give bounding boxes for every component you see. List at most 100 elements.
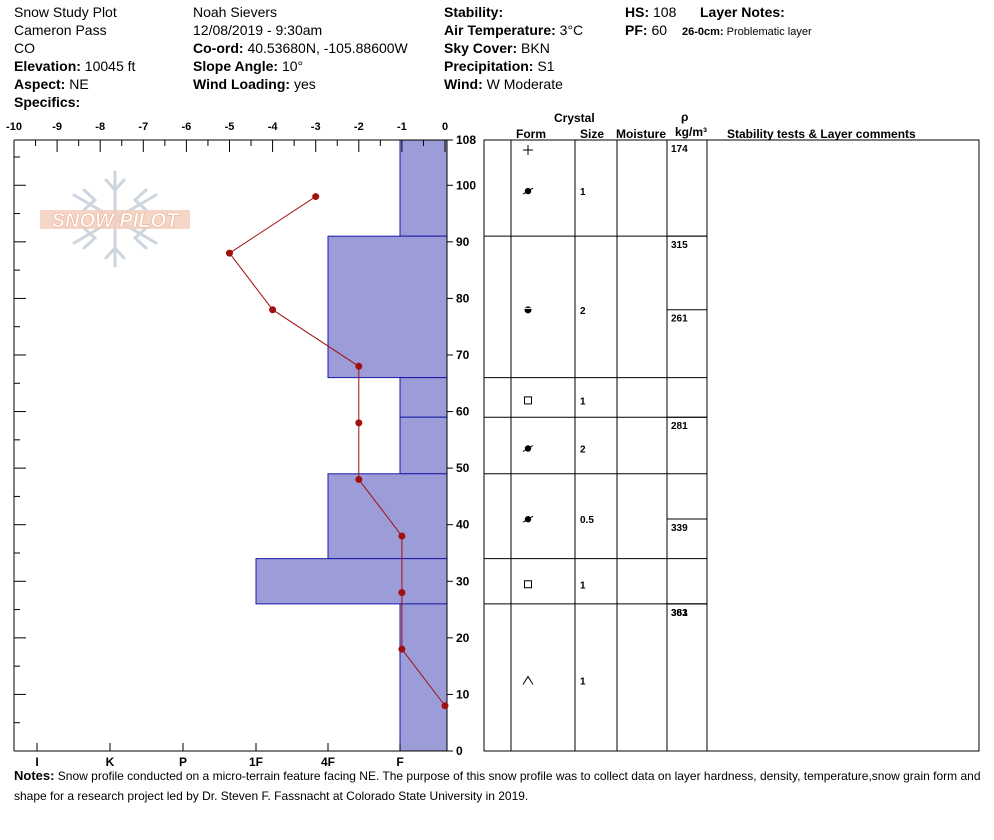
temperature-point [355,475,363,483]
grain-size-label: 1 [580,187,586,198]
wind-loading-value: yes [293,76,316,92]
temp-tick-label: -10 [6,121,22,133]
snow-pilot-watermark: SNOW PILOT [40,170,190,268]
crystal-header: Crystal [554,111,595,125]
precip-label: Precipitation: [444,58,534,74]
wind-loading-row: Wind Loading: yes [193,76,316,92]
wind-row: Wind: W Moderate [444,76,563,92]
layer-note-text: Problematic layer [726,26,812,38]
layer-note-depth: 26-0cm: [682,26,724,38]
hardness-layer-bar [327,473,448,560]
comments-header: Stability tests & Layer comments [727,127,916,141]
hardness-tick-label: 4F [321,755,335,769]
height-tick-label: 60 [456,405,470,419]
precip-value: S1 [537,58,555,74]
temperature-point [312,193,320,201]
hs-value: 108 [653,4,677,20]
temperature-point [398,532,406,540]
height-tick-label: 40 [456,518,470,532]
notes-label: Notes: [14,768,55,783]
wind-label: Wind: [444,76,483,92]
pf-value: 60 [651,22,668,38]
temp-tick-label: -9 [52,121,62,133]
grain-size-label: 1 [580,580,586,591]
size-header: Size [580,127,605,141]
temperature-point [398,645,406,653]
hardness-tick-label: K [106,755,115,769]
hardness-tick-label: I [35,755,38,769]
wind-loading-label: Wind Loading: [193,76,291,92]
temp-tick-label: -8 [95,121,105,133]
elevation-row: Elevation: 10045 ft [14,58,135,74]
faceted-rounded-icon [522,445,534,452]
datetime: 12/08/2019 - 9:30am [193,22,323,38]
wind-value: W Moderate [486,76,563,92]
density-unit-header: kg/m³ [675,125,708,139]
form-header: Form [516,127,546,141]
pf-row: PF: 60 [625,22,667,38]
watermark-text: SNOW PILOT [52,210,180,232]
sky-label: Sky Cover: [444,40,518,56]
hardness-layer-bar [399,416,448,475]
temp-tick-label: 0 [442,121,448,133]
sky-row: Sky Cover: BKN [444,40,550,56]
temp-tick-label: -7 [138,121,148,133]
aspect-value: NE [69,76,89,92]
watermark-band [40,210,190,229]
height-tick-label: 80 [456,291,470,305]
density-value: 261 [671,314,688,325]
layer-table-frame [483,139,980,752]
aspect-label: Aspect: [14,76,66,92]
density-value: 315 [671,240,688,251]
layer-notes-label: Layer Notes: [700,4,785,20]
moisture-header: Moisture [616,127,667,141]
temperature-line [228,196,446,707]
sky-value: BKN [521,40,550,56]
temp-tick-label: -4 [268,121,279,133]
elevation-value: 10045 ft [84,58,136,74]
height-tick-label: 30 [456,574,470,588]
faceted-icon [524,396,532,405]
height-tick-label: 100 [456,178,476,192]
hardness-tick-label: P [179,755,187,769]
density-value: 281 [671,421,688,432]
air-temp-label: Air Temperature: [444,22,556,38]
faceted-rounded-icon [522,515,534,523]
coord-label: Co-ord: [193,40,244,56]
hardness-tick-label: F [396,755,403,769]
notes-text: Snow profile conducted on a micro-terrai… [14,769,981,803]
density-value: 383 [671,608,688,619]
faceted-rounded-icon [522,187,534,195]
layer-note-row: 26-0cm: Problematic layer [682,24,812,40]
hardness-layer-bar [399,377,448,418]
air-temp-row: Air Temperature: 3°C [444,22,583,38]
notes: Notes: Snow profile conducted on a micro… [14,766,986,806]
depth-hoar-icon [522,675,534,685]
temp-tick-label: -1 [397,121,407,133]
temp-tick-label: -6 [182,121,192,133]
height-tick-label: 90 [456,235,470,249]
grain-size-label: 2 [580,306,586,317]
hardness-layer-bar [255,558,448,605]
height-tick-label: 50 [456,461,470,475]
state: CO [14,40,35,56]
temperature-point [269,306,277,314]
temperature-point [441,702,449,710]
aspect-row: Aspect: NE [14,76,89,92]
height-tick-label: 70 [456,348,470,362]
location: Cameron Pass [14,22,107,38]
hardness-layer-bar [327,235,448,379]
specifics-label: Specifics: [14,94,81,110]
precip-row: Precipitation: S1 [444,58,554,74]
hs-label: HS: [625,4,650,20]
height-tick-label: 10 [456,687,470,701]
temperature-point [226,249,233,257]
slope-value: 10° [281,58,304,74]
temp-tick-label: -2 [354,121,364,133]
slope-label: Slope Angle: [193,58,279,74]
grain-size-label: 1 [580,676,586,687]
temp-tick-label: -3 [311,121,321,133]
temp-tick-label: -5 [225,121,235,133]
coord-row: Co-ord: 40.53680N, -105.88600W [193,40,408,56]
